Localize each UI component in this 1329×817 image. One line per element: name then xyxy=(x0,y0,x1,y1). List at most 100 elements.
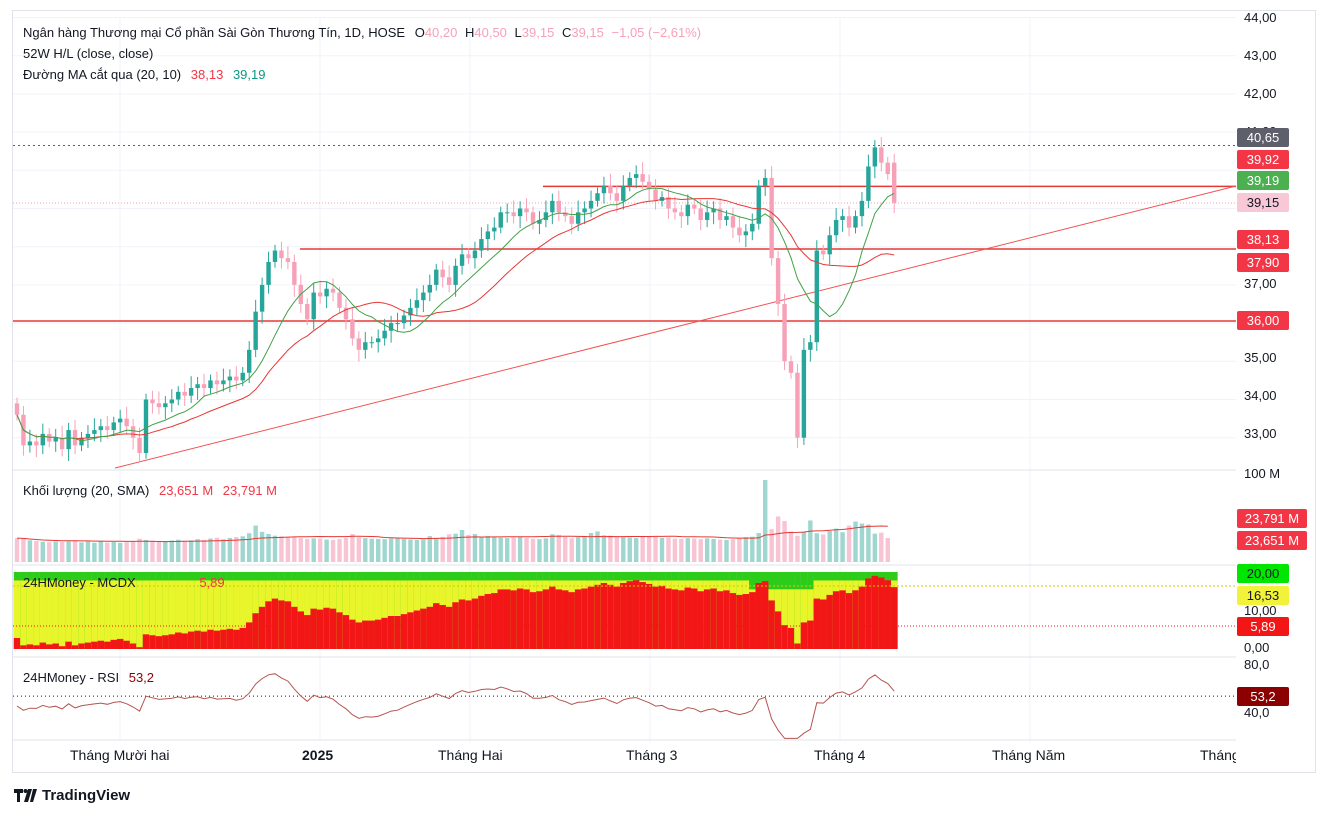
mcdx-hot xyxy=(181,580,189,649)
mcdx-banker xyxy=(890,587,898,649)
mcdx-hot xyxy=(807,589,814,649)
candle-body xyxy=(317,292,323,297)
mcdx-banker xyxy=(136,647,143,649)
mcdx-banker xyxy=(620,583,627,649)
mcdx-banker xyxy=(310,608,318,649)
mcdx-banker xyxy=(187,631,195,649)
legend-rsi[interactable]: 24HMoney - RSI 53,2 xyxy=(23,670,154,685)
legend-rsi-value: 53,2 xyxy=(128,670,155,685)
volume-bar xyxy=(382,539,387,562)
candle-body xyxy=(324,288,329,297)
mcdx-hot xyxy=(91,580,98,649)
mcdx-banker xyxy=(252,613,260,649)
volume-bar xyxy=(582,536,587,562)
volume-bar xyxy=(324,539,329,562)
volume-bar xyxy=(556,534,561,562)
volume-bar xyxy=(227,537,233,562)
mcdx-hot xyxy=(207,580,214,649)
volume-bar xyxy=(575,537,581,562)
volume-bar xyxy=(859,523,865,562)
mcdx-banker xyxy=(497,589,505,649)
horizontal-levels[interactable] xyxy=(13,144,1236,322)
mcdx-banker xyxy=(613,586,621,649)
mcdx-banker xyxy=(439,605,447,649)
candle-body xyxy=(14,403,20,415)
legend-rsi-title: 24HMoney - RSI xyxy=(23,670,120,685)
candle-body xyxy=(530,212,536,224)
volume-bar xyxy=(14,538,20,562)
mcdx-banker xyxy=(452,602,460,649)
legend-mcdx-value: 5,89 xyxy=(199,575,225,590)
time-label-feb: Tháng Hai xyxy=(438,747,503,763)
tradingview-logo[interactable]: TradingView xyxy=(14,787,130,804)
volume-bar xyxy=(756,533,761,562)
mcdx-banker xyxy=(549,586,556,649)
volume-bar xyxy=(601,535,607,562)
price-tick: 42,00 xyxy=(1244,86,1277,101)
volume-bar xyxy=(363,538,368,562)
volume-bar xyxy=(298,538,303,562)
legend-52w[interactable]: 52W H/L (close, close) xyxy=(23,46,154,61)
volume-bar xyxy=(872,533,878,562)
volume-bar xyxy=(853,521,858,562)
volume-bar xyxy=(517,536,523,562)
mcdx-banker xyxy=(420,608,427,649)
candle-body xyxy=(408,307,413,316)
legend-volume[interactable]: Khối lượng (20, SMA) 23,651 M 23,791 M xyxy=(23,483,277,498)
mcdx-banker xyxy=(123,640,131,649)
legend-h-value: 40,50 xyxy=(474,25,507,40)
volume-bar xyxy=(72,540,78,562)
candle-body xyxy=(763,177,768,186)
mcdx-hot xyxy=(58,580,66,649)
legend-main: Ngân hàng Thương mại Cổ phần Sài Gòn Thư… xyxy=(23,25,701,40)
rsi-series[interactable] xyxy=(13,673,1236,739)
volume-bar xyxy=(111,541,116,562)
candle-body xyxy=(414,300,420,308)
mcdx-banker xyxy=(639,582,647,649)
mcdx-banker xyxy=(46,644,53,649)
mcdx-banker xyxy=(574,589,582,649)
mcdx-banker xyxy=(142,634,150,649)
volume-bar xyxy=(640,536,645,562)
volume-bar xyxy=(737,538,742,562)
candle-body xyxy=(588,200,594,209)
candle-body xyxy=(711,208,716,213)
mcdx-hot xyxy=(168,580,176,649)
volume-bar xyxy=(247,533,252,562)
candle-body xyxy=(840,216,845,220)
candle-body xyxy=(382,330,387,339)
badge-ma-slow: 38,13 xyxy=(1237,230,1289,249)
volume-bar xyxy=(724,539,729,562)
rsi-tick: 40,0 xyxy=(1244,705,1270,720)
candle-body xyxy=(582,208,587,213)
candle-body xyxy=(459,254,465,266)
candle-body xyxy=(130,426,136,438)
legend-ma[interactable]: Đường MA cắt qua (20, 10) 38,13 39,19 xyxy=(23,67,265,82)
volume-bar xyxy=(163,541,168,562)
volume-bar xyxy=(530,538,536,562)
candle-body xyxy=(827,235,832,255)
mcdx-banker xyxy=(852,590,859,649)
volume-bar xyxy=(137,538,142,562)
legend-ma-slow: 38,13 xyxy=(190,67,224,82)
volume-bar xyxy=(808,520,813,562)
candle-body xyxy=(369,342,374,344)
volume-series[interactable] xyxy=(14,480,890,562)
candlestick-series[interactable] xyxy=(14,137,897,462)
mcdx-banker xyxy=(71,645,79,649)
mcdx-hot xyxy=(78,580,85,649)
rsi-line xyxy=(16,673,895,739)
volume-bar xyxy=(466,534,471,562)
trendline[interactable] xyxy=(114,185,1237,469)
candle-body xyxy=(395,323,400,325)
time-label-2025: 2025 xyxy=(302,747,334,763)
mcdx-banker xyxy=(542,589,550,649)
mcdx-banker xyxy=(116,638,124,649)
volume-bar xyxy=(188,540,194,562)
volume-bar xyxy=(292,536,297,562)
legend-mcdx[interactable]: 24HMoney - MCDX 5,89 xyxy=(23,575,225,590)
volume-bar xyxy=(879,532,884,562)
volume-bar xyxy=(105,542,110,562)
mcdx-series[interactable] xyxy=(13,572,1236,649)
